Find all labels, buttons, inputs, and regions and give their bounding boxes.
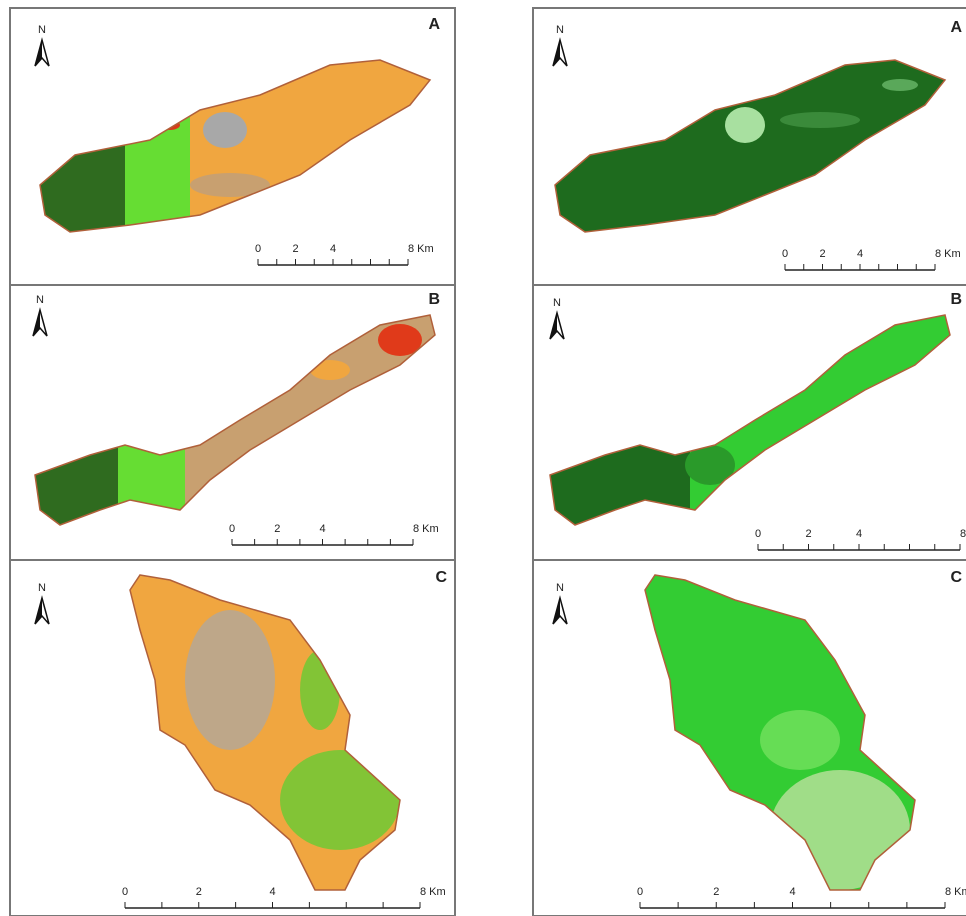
panel-label: B	[950, 291, 962, 308]
scale-label: 0	[229, 523, 235, 535]
scale-label: 0	[755, 528, 761, 540]
land-class	[185, 610, 275, 750]
scale-label: 0	[782, 248, 788, 260]
panel-label: B	[428, 291, 440, 308]
scale-label: 0	[637, 886, 643, 898]
scale-label: 4	[857, 248, 863, 260]
scale-label: 2	[196, 886, 202, 898]
land-class	[203, 112, 247, 148]
land-class	[780, 112, 860, 128]
scale-label: 2	[819, 248, 825, 260]
scale-label: 0	[122, 886, 128, 898]
scale-label: 4	[330, 243, 336, 255]
north-label: N	[553, 297, 561, 309]
scale-label: 2	[274, 523, 280, 535]
land-class	[882, 79, 918, 91]
panel-label: A	[428, 16, 440, 33]
panel-label: A	[950, 19, 962, 36]
scale-label: 2	[292, 243, 298, 255]
panel-label: C	[435, 569, 447, 586]
scale-label: 4	[269, 886, 275, 898]
scale-label: 4	[319, 523, 325, 535]
scale-label: 4	[856, 528, 862, 540]
scale-label: 8 Km	[413, 523, 439, 535]
north-label: N	[38, 582, 46, 594]
panel-label: C	[950, 569, 962, 586]
scale-label: 2	[713, 886, 719, 898]
scale-label: 8 Km	[408, 243, 434, 255]
scale-label: 8 Km	[945, 886, 966, 898]
north-label: N	[556, 582, 564, 594]
land-class	[725, 107, 765, 143]
north-label: N	[38, 24, 46, 36]
scale-label: 4	[789, 886, 795, 898]
scale-label: 0	[255, 243, 261, 255]
scale-label: 2	[805, 528, 811, 540]
north-label: N	[556, 24, 564, 36]
north-label: N	[36, 294, 44, 306]
map-figure: N A 0 2 4 8 Km N B 0 2 4 8 Km N C 0 2 4 8 Km N A 0 2 4 8 Km N B 0 2…	[0, 0, 966, 916]
land-class	[760, 710, 840, 770]
scale-label: 8 Km	[935, 248, 961, 260]
scale-label: 8 Km	[960, 528, 966, 540]
scale-label: 8 Km	[420, 886, 446, 898]
